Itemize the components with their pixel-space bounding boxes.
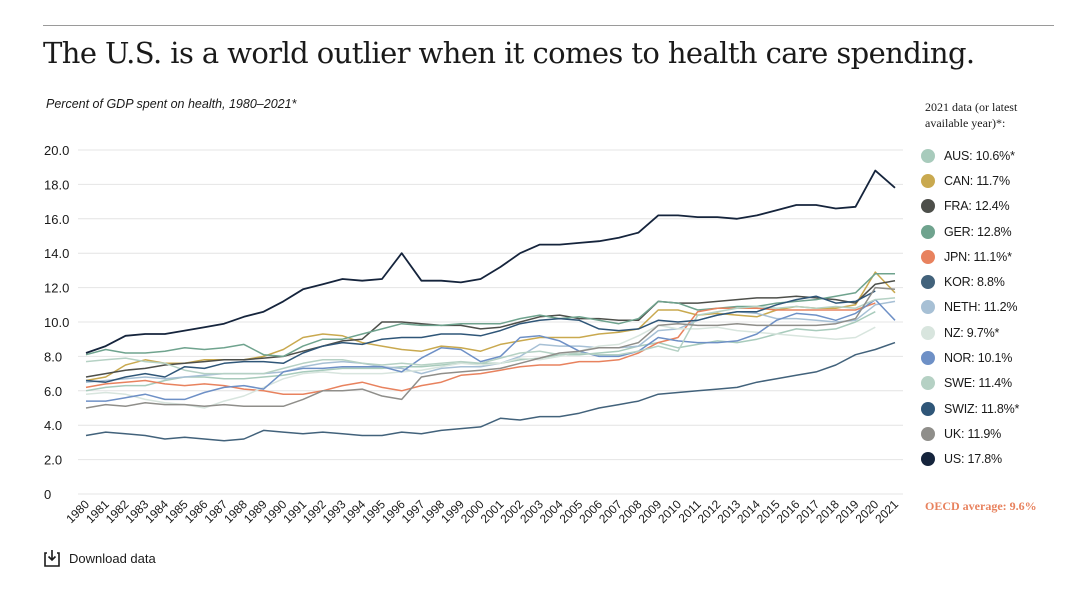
legend-item-can[interactable]: CAN: 11.7% (921, 168, 1019, 193)
legend-swatch (921, 300, 935, 315)
legend-label: UK: 11.9% (944, 426, 1002, 441)
legend-item-fra[interactable]: FRA: 12.4% (921, 194, 1019, 219)
series-line-us[interactable] (85, 169, 896, 354)
legend-item-neth[interactable]: NETH: 11.2% (921, 295, 1019, 320)
series-line-uk[interactable] (85, 286, 896, 409)
legend-swatch (921, 199, 935, 214)
y-tick-label: 14.0 (44, 246, 69, 261)
legend-label: SWE: 11.4% (944, 376, 1012, 391)
series-line-nz[interactable] (85, 324, 876, 409)
legend-item-us[interactable]: US: 17.8% (921, 447, 1019, 472)
download-label: Download data (69, 550, 156, 566)
y-tick-label: 16.0 (44, 212, 69, 227)
legend-swatch (921, 351, 935, 366)
legend-item-jpn[interactable]: JPN: 11.1%* (921, 244, 1019, 269)
legend-label: NOR: 10.1% (944, 351, 1013, 366)
legend-swatch (921, 401, 935, 416)
legend-label: KOR: 8.8% (944, 275, 1005, 290)
legend-item-swe[interactable]: SWE: 11.4% (921, 371, 1019, 396)
legend-swatch (921, 452, 935, 467)
series-line-nor[interactable] (86, 298, 896, 402)
download-icon (44, 550, 60, 567)
y-tick-label: 20.0 (44, 143, 69, 158)
legend: AUS: 10.6%* CAN: 11.7% FRA: 12.4% GER: 12.8… (921, 143, 1019, 472)
series-line-ger[interactable] (85, 273, 895, 358)
x-tick-label: 2021 (872, 497, 901, 526)
gridlines (78, 149, 903, 495)
legend-label: NETH: 11.2% (944, 300, 1018, 315)
legend-label: SWIZ: 11.8%* (944, 401, 1020, 416)
oecd-average-label: OECD average: 9.6% (925, 499, 1037, 513)
legend-swatch (921, 148, 935, 163)
legend-swatch (921, 426, 935, 441)
y-tick-label: 6.0 (44, 384, 62, 399)
y-tick-label: 8.0 (44, 349, 62, 364)
legend-label: GER: 12.8% (944, 224, 1012, 239)
line-chart: 0 2.0 4.0 6.0 8.0 10.0 12.0 14.0 16.0 18.0 20.0 198… (44, 143, 903, 526)
legend-label: NZ: 9.7%* (944, 325, 1000, 340)
legend-label: FRA: 12.4% (944, 199, 1010, 214)
legend-item-ger[interactable]: GER: 12.8% (921, 219, 1019, 244)
legend-heading: 2021 data (or latest available year)*: (925, 100, 1018, 130)
legend-label: AUS: 10.6%* (944, 148, 1015, 163)
series-line-fra[interactable] (85, 279, 896, 378)
legend-item-aus[interactable]: AUS: 10.6%* (921, 143, 1019, 168)
series-line-swe[interactable] (85, 297, 896, 375)
y-tick-label: 4.0 (44, 418, 62, 433)
legend-label: CAN: 11.7% (944, 173, 1010, 188)
legend-label: JPN: 11.1%* (944, 249, 1012, 264)
chart-subtitle: Percent of GDP spent on health, 1980–202… (46, 97, 297, 111)
y-tick-label: 10.0 (44, 315, 69, 330)
top-rule (43, 25, 1054, 26)
legend-item-kor[interactable]: KOR: 8.8% (921, 269, 1019, 294)
legend-swatch (921, 376, 935, 391)
legend-swatch (921, 275, 935, 290)
y-tick-label: 0 (44, 487, 51, 502)
y-axis: 0 2.0 4.0 6.0 8.0 10.0 12.0 14.0 16.0 18.0 20.0 (44, 143, 69, 502)
legend-swatch (921, 173, 935, 188)
y-tick-label: 18.0 (44, 177, 69, 192)
legend-item-swiz[interactable]: SWIZ: 11.8%* (921, 396, 1019, 421)
legend-swatch (921, 325, 935, 340)
legend-item-nz[interactable]: NZ: 9.7%* (921, 320, 1019, 345)
x-axis: 1980198119821983198419851986198719881989… (63, 497, 901, 526)
legend-item-uk[interactable]: UK: 11.9% (921, 421, 1019, 446)
series-line-neth[interactable] (85, 300, 896, 383)
y-tick-label: 12.0 (44, 281, 69, 296)
legend-label: US: 17.8% (944, 452, 1002, 467)
legend-swatch (921, 224, 935, 239)
series-lines (85, 169, 896, 442)
series-line-swiz[interactable] (85, 290, 876, 383)
series-line-kor[interactable] (85, 341, 896, 442)
legend-item-nor[interactable]: NOR: 10.1% (921, 345, 1019, 370)
download-data-button[interactable]: Download data (44, 549, 156, 567)
chart-title: The U.S. is a world outlier when it come… (43, 36, 975, 70)
legend-swatch (921, 249, 935, 264)
y-tick-label: 2.0 (44, 453, 62, 468)
